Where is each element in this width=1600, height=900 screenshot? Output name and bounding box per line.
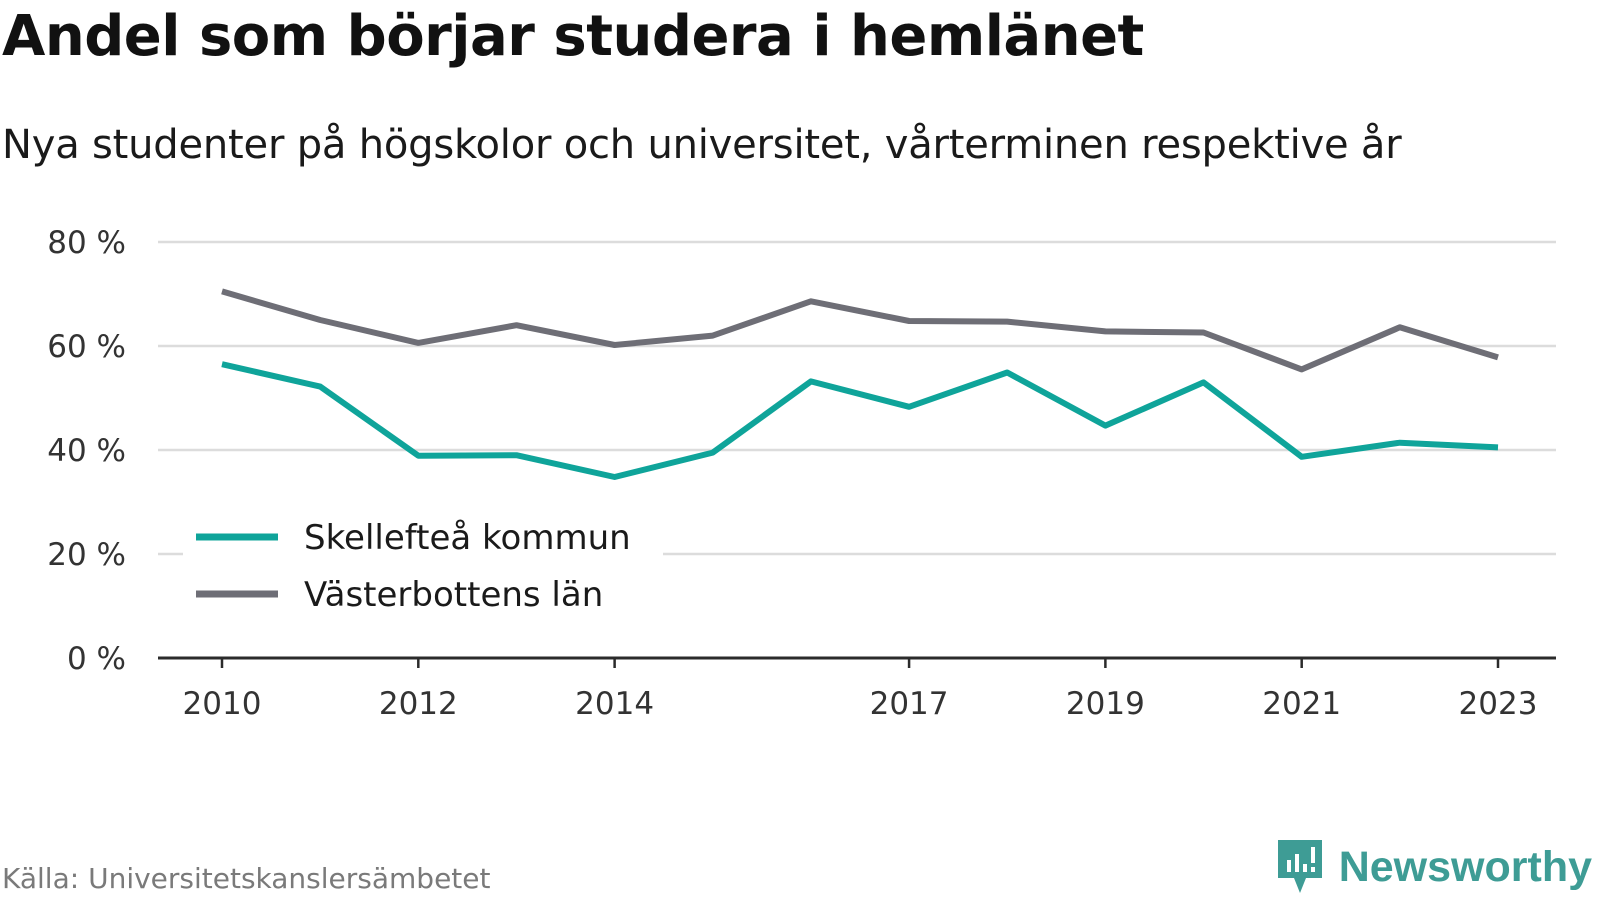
x-axis: 2010 2012 2014 2017 2019 2021 2023 [158, 656, 1556, 722]
series-group [221, 288, 1499, 480]
chart-subtitle: Nya studenter på högskolor och universit… [2, 122, 1402, 168]
x-tick-label: 2012 [379, 686, 458, 722]
y-tick-label: 80 % [47, 225, 126, 261]
legend: Skellefteå kommun Västerbottens län [183, 505, 663, 629]
y-tick-label: 20 % [47, 537, 126, 573]
brand[interactable]: Newsworthy [1275, 838, 1592, 896]
legend-label: Skellefteå kommun [304, 518, 631, 558]
legend-label: Västerbottens län [304, 575, 603, 615]
y-tick-label: 0 % [67, 641, 126, 677]
source-note: Källa: Universitetskanslersämbetet [2, 862, 491, 895]
series-line [221, 288, 1499, 373]
legend-background [183, 505, 663, 629]
x-tick-label: 2021 [1262, 686, 1341, 722]
chart-title: Andel som börjar studera i hemlänet [2, 4, 1144, 69]
x-tick-label: 2014 [575, 686, 654, 722]
x-tick-label: 2010 [183, 686, 262, 722]
series-line [221, 361, 1499, 480]
y-axis: 0 % 20 % 40 % 60 % 80 % [47, 225, 126, 677]
newsworthy-logo-icon [1277, 840, 1322, 893]
x-tick-label: 2017 [870, 686, 949, 722]
x-tick-label: 2023 [1459, 686, 1538, 722]
y-tick-label: 60 % [47, 329, 126, 365]
y-tick-label: 40 % [47, 433, 126, 469]
brand-name[interactable]: Newsworthy [1338, 842, 1592, 891]
x-tick-label: 2019 [1066, 686, 1145, 722]
